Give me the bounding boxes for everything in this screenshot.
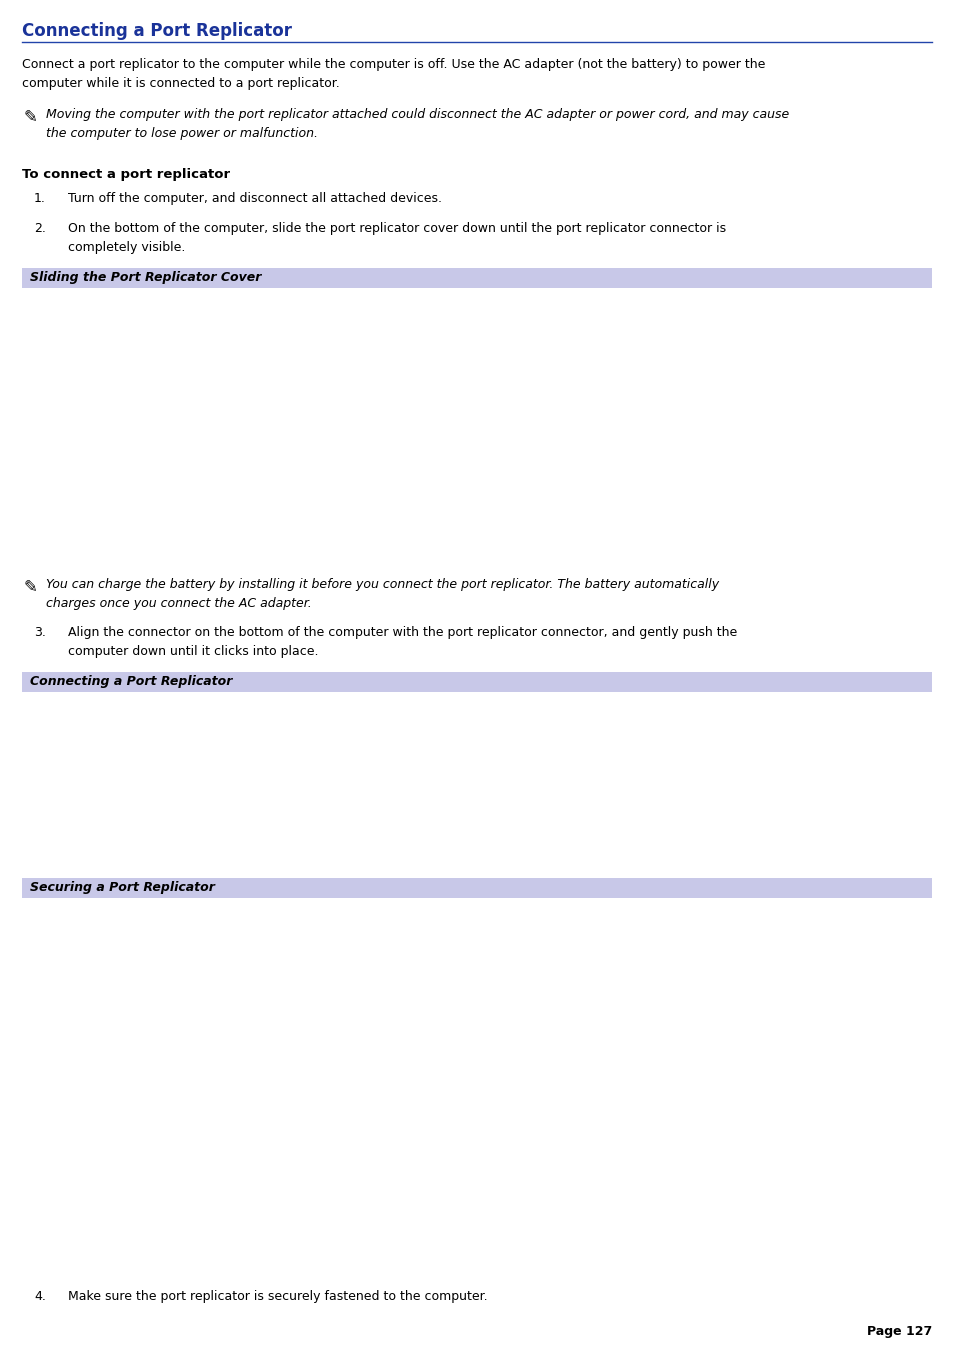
Text: ✎: ✎ — [24, 578, 38, 596]
Text: Securing a Port Replicator: Securing a Port Replicator — [30, 881, 214, 894]
Text: 1.: 1. — [34, 192, 46, 205]
Text: ✎: ✎ — [24, 108, 38, 126]
Text: Moving the computer with the port replicator attached could disconnect the AC ad: Moving the computer with the port replic… — [46, 108, 788, 139]
Text: On the bottom of the computer, slide the port replicator cover down until the po: On the bottom of the computer, slide the… — [68, 222, 725, 254]
Text: Page 127: Page 127 — [866, 1325, 931, 1337]
Text: 2.: 2. — [34, 222, 46, 235]
Text: You can charge the battery by installing it before you connect the port replicat: You can charge the battery by installing… — [46, 578, 719, 609]
Text: Connecting a Port Replicator: Connecting a Port Replicator — [22, 22, 292, 41]
Text: Connecting a Port Replicator: Connecting a Port Replicator — [30, 676, 233, 689]
Text: Turn off the computer, and disconnect all attached devices.: Turn off the computer, and disconnect al… — [68, 192, 441, 205]
Bar — [22, 267, 931, 288]
Text: 4.: 4. — [34, 1290, 46, 1302]
Text: To connect a port replicator: To connect a port replicator — [22, 168, 230, 181]
Text: Make sure the port replicator is securely fastened to the computer.: Make sure the port replicator is securel… — [68, 1290, 487, 1302]
Text: Align the connector on the bottom of the computer with the port replicator conne: Align the connector on the bottom of the… — [68, 626, 737, 658]
Text: Connect a port replicator to the computer while the computer is off. Use the AC : Connect a port replicator to the compute… — [22, 58, 764, 89]
Bar — [22, 671, 931, 692]
Bar — [22, 878, 931, 898]
Text: 3.: 3. — [34, 626, 46, 639]
Text: Sliding the Port Replicator Cover: Sliding the Port Replicator Cover — [30, 272, 261, 285]
